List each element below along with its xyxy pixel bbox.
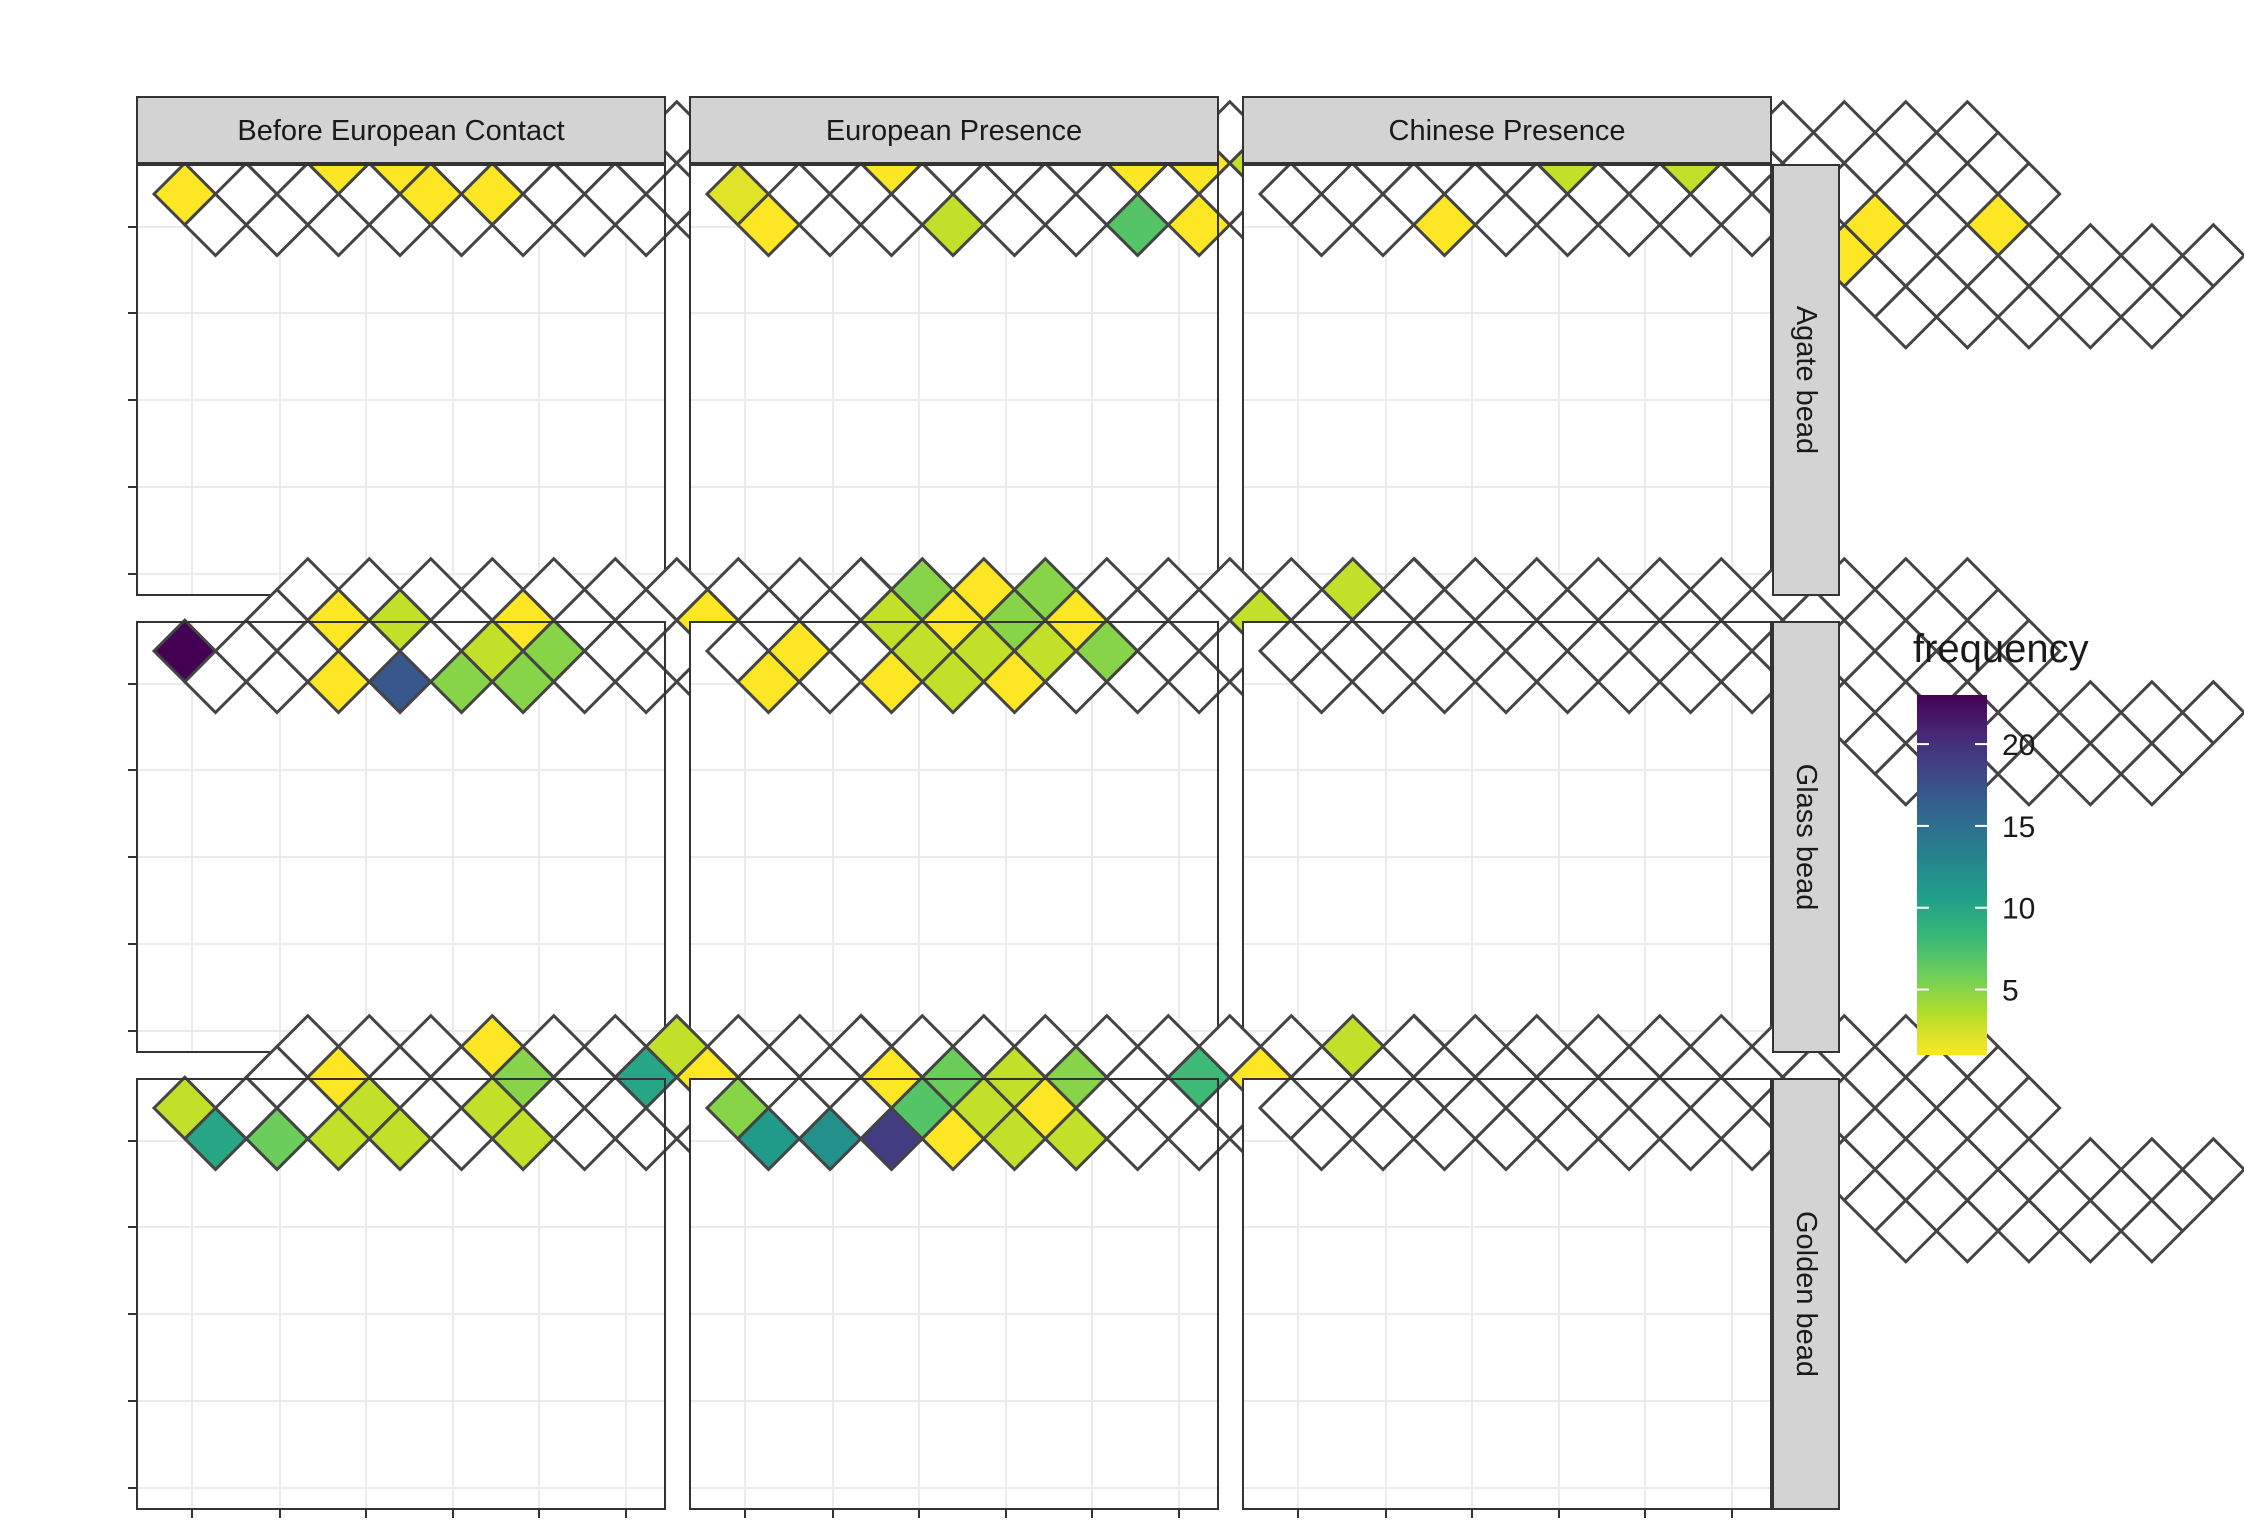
row-strip-label: Golden bead xyxy=(1790,1211,1822,1377)
column-strip xyxy=(136,96,666,164)
legend-tick-label: 10 xyxy=(2002,893,2035,926)
panel-2-0 xyxy=(1242,99,2244,596)
row-strip xyxy=(1772,1078,1840,1510)
legend: frequency 5 10 15 20 xyxy=(1913,627,2089,1055)
row-strip xyxy=(1772,621,1840,1053)
column-strip xyxy=(1242,96,1772,164)
column-strip-label: Before European Contact xyxy=(237,115,564,147)
heat-cell-empty xyxy=(1995,161,2062,227)
heat-cell-empty xyxy=(2180,1136,2244,1203)
column-strip-label: European Presence xyxy=(826,115,1082,147)
legend-colorbar xyxy=(1917,695,1987,1055)
column-strip xyxy=(689,96,1219,164)
panel-layer xyxy=(128,99,2244,1518)
row-strip-label: Agate bead xyxy=(1790,306,1822,454)
legend-tick-label: 15 xyxy=(2002,811,2035,844)
legend-title: frequency xyxy=(1913,627,2089,671)
heat-cell-empty xyxy=(2180,679,2244,746)
legend-tick-label: 20 xyxy=(2002,729,2035,762)
panel-border xyxy=(136,1078,666,1510)
panel-border xyxy=(689,1078,1219,1510)
row-strip-label: Glass bead xyxy=(1790,764,1822,911)
legend-tick-label: 5 xyxy=(2002,975,2019,1008)
panel-2-1 xyxy=(1242,556,2244,1053)
heat-cell-empty xyxy=(1995,618,2062,684)
column-strip-label: Chinese Presence xyxy=(1389,115,1626,147)
panel-border xyxy=(1242,1078,1772,1510)
panel-2-2 xyxy=(1242,1013,2244,1518)
strip-layer: Before European Contact European Presence… xyxy=(136,96,1840,1510)
row-strip xyxy=(1772,164,1840,596)
heat-cell-empty xyxy=(2180,222,2244,289)
heat-cell-empty xyxy=(1995,1075,2062,1141)
